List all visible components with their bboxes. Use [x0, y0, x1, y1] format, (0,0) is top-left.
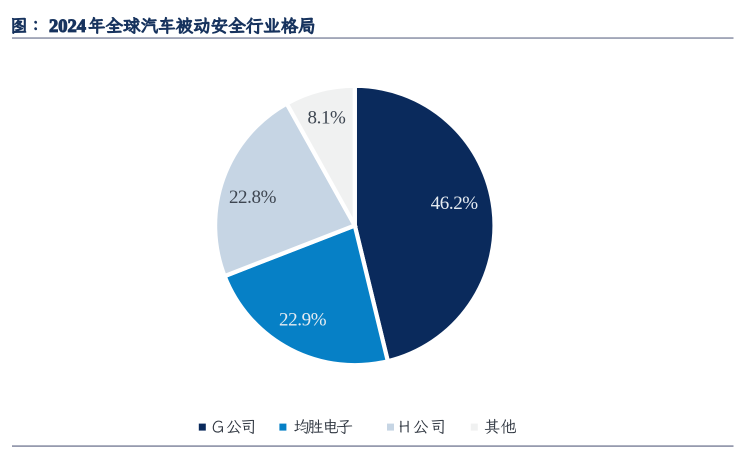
- svg-text:22.8%: 22.8%: [229, 187, 277, 208]
- svg-text:46.2%: 46.2%: [431, 193, 479, 214]
- svg-text:8.1%: 8.1%: [308, 107, 347, 128]
- svg-text:22.9%: 22.9%: [279, 309, 327, 330]
